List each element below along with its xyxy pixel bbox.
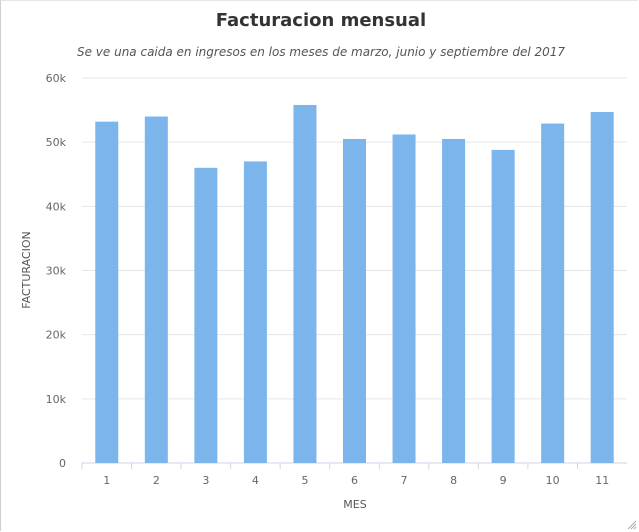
x-tick-label: 5 [301, 474, 308, 487]
bar-mes-4[interactable] [243, 161, 267, 463]
bars [95, 104, 614, 464]
bar-mes-11[interactable] [590, 112, 614, 463]
chart-subtitle: Se ve una caida en ingresos en los meses… [77, 45, 565, 59]
x-axis-title: MES [343, 498, 366, 511]
bar-mes-3[interactable] [194, 167, 218, 464]
y-axis-title: FACTURACION [20, 231, 33, 308]
x-tick-label: 1 [103, 474, 110, 487]
bar-mes-5[interactable] [293, 104, 317, 463]
y-tick-label: 40k [46, 200, 67, 213]
x-tick-label: 2 [153, 474, 160, 487]
y-axis-ticks: 0 10k 20k 30k 40k 50k 60k [46, 72, 67, 470]
x-tick-label: 8 [450, 474, 457, 487]
chart-title: Facturacion mensual [216, 10, 426, 31]
y-tick-label: 10k [46, 393, 67, 406]
x-tick-label: 4 [252, 474, 259, 487]
y-tick-label: 50k [46, 136, 67, 149]
x-tick-label: 10 [546, 474, 560, 487]
x-tick-label: 3 [202, 474, 209, 487]
y-tick-label: 60k [46, 72, 67, 85]
bar-mes-8[interactable] [442, 138, 466, 464]
bar-mes-6[interactable] [343, 138, 366, 464]
x-tick-label: 6 [351, 474, 358, 487]
x-axis-ticks: 1 2 3 4 5 6 7 8 9 10 11 [81, 463, 609, 487]
bar-mes-2[interactable] [144, 116, 168, 464]
x-tick-label: 7 [401, 474, 408, 487]
x-tick-label: 11 [595, 474, 609, 487]
y-tick-label: 30k [46, 265, 67, 278]
resize-handle-icon[interactable] [627, 520, 637, 530]
y-tick-label: 0 [59, 457, 66, 470]
bar-mes-7[interactable] [392, 134, 416, 463]
bar-mes-9[interactable] [491, 149, 515, 463]
y-tick-label: 20k [46, 329, 67, 342]
bar-mes-1[interactable] [95, 121, 119, 463]
bar-mes-10[interactable] [541, 123, 565, 463]
x-tick-label: 9 [500, 474, 507, 487]
